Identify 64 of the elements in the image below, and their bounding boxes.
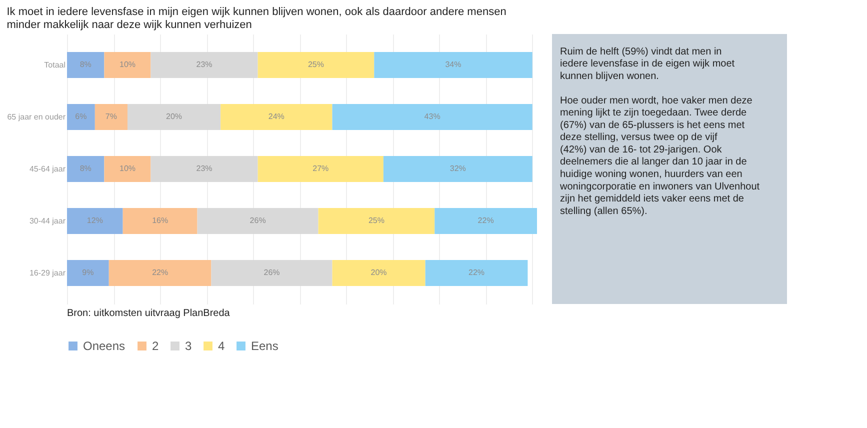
bar xyxy=(374,52,532,78)
bar xyxy=(104,52,151,78)
data-label: 12% xyxy=(86,216,103,225)
y-tick-label: 16-29 jaar xyxy=(29,268,66,278)
data-label: 26% xyxy=(264,268,280,277)
data-label: 24% xyxy=(268,112,284,121)
data-label: 32% xyxy=(450,164,466,173)
bar xyxy=(67,52,104,78)
bar xyxy=(108,260,212,286)
bar xyxy=(220,104,332,130)
data-label: 23% xyxy=(196,60,212,69)
data-label: 43% xyxy=(424,112,440,121)
y-tick-label: 30-44 jaar xyxy=(29,216,66,226)
text: Hoe ouder men wordt, hoe vaker men deze mening lijkt te zijn toegedaan. Twee derde (67%) van de 65-plussers is het eens met deze stelling, versus twee op de vijf (42%) van de 16- tot 29-jarigen. Ook deelnemers die al langer dan 10 jaar in de huidige woning wonen, huurders van een woningcorporatie en inwoners van Ulvenhout zijn het gemiddeld iets vaker eens met de stelling (allen 65%). xyxy=(560,95,760,217)
bar xyxy=(258,156,384,182)
data-label: 9% xyxy=(82,268,94,277)
data-label: 22% xyxy=(478,216,494,225)
data-label: 8% xyxy=(80,164,92,173)
text: Ruim de helft (59%) vindt dat men in iedere levensfase in de eigen wijk moet kunnen blijven wonen. xyxy=(560,46,735,82)
data-label: 25% xyxy=(368,216,384,225)
data-label: 8% xyxy=(80,60,92,69)
data-label: 10% xyxy=(119,60,136,69)
y-tick-label: 65 jaar en ouder xyxy=(7,112,66,122)
data-label: 16% xyxy=(152,216,168,225)
legend-label: Oneens xyxy=(83,339,126,353)
bar xyxy=(150,52,258,78)
bar xyxy=(318,208,435,234)
bar xyxy=(434,208,537,234)
bar xyxy=(104,156,151,182)
legend-label: 4 xyxy=(218,339,225,353)
data-label: 20% xyxy=(370,268,387,277)
bar xyxy=(197,208,318,234)
legend-label: Eens xyxy=(251,339,278,353)
data-label: 26% xyxy=(250,216,266,225)
bar xyxy=(332,104,532,130)
bar xyxy=(211,260,332,286)
chart-title: Ik moet in iedere levensfase in mijn eigen wijk kunnen blijven wonen, ook als daardoor andere mensen minder makkelijk naar deze wijk kunnen verhuizen xyxy=(6,6,506,31)
text: Bron: uitkomsten uitvraag PlanBreda xyxy=(67,308,230,319)
bar xyxy=(383,156,532,182)
bar xyxy=(127,104,221,130)
data-label: 34% xyxy=(445,60,462,69)
data-label: 23% xyxy=(196,164,212,173)
bar xyxy=(94,104,128,130)
bar xyxy=(67,208,123,234)
data-label: 10% xyxy=(119,164,136,173)
data-label: 22% xyxy=(152,268,168,277)
data-label: 20% xyxy=(166,112,182,121)
bar xyxy=(150,156,258,182)
data-label: 22% xyxy=(468,268,485,277)
data-label: 7% xyxy=(105,112,117,121)
data-label: 27% xyxy=(312,164,329,173)
bar xyxy=(67,104,95,130)
y-tick-label: Totaal xyxy=(44,60,66,70)
bar xyxy=(67,156,104,182)
bar xyxy=(332,260,426,286)
y-tick-label: 45-64 jaar xyxy=(29,164,66,174)
bar xyxy=(67,260,109,286)
bar xyxy=(425,260,528,286)
bar xyxy=(258,52,374,78)
legend-label: 2 xyxy=(152,339,159,353)
data-label: 25% xyxy=(308,60,324,69)
legend-label: 3 xyxy=(185,339,192,353)
data-label: 6% xyxy=(75,112,87,121)
bar xyxy=(122,208,198,234)
